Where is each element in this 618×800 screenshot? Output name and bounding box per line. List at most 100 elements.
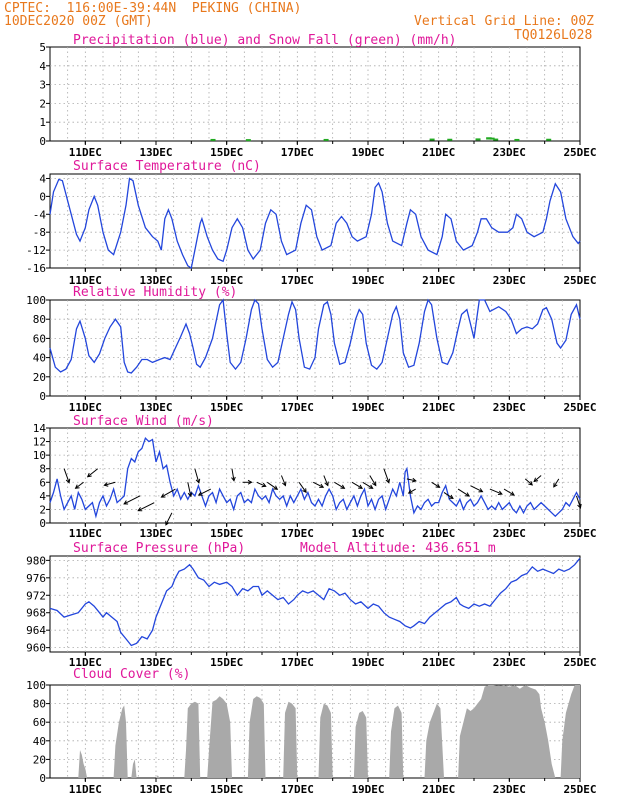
wind-arrow: [524, 478, 533, 486]
wind-arrow: [503, 488, 515, 496]
wind-arrow: [489, 488, 503, 495]
x-tick-label: 19DEC: [351, 274, 384, 287]
y-tick-label: 60: [33, 716, 46, 729]
x-tick-label: 25DEC: [563, 401, 596, 414]
x-tick-label: 21DEC: [422, 146, 455, 159]
wind-arrow-head: [195, 478, 201, 484]
y-tick-label: 12: [33, 436, 46, 449]
wind-arrow-head: [358, 484, 363, 489]
x-tick-label: 23DEC: [493, 274, 526, 287]
snowfall-bar: [323, 138, 329, 141]
wind-arrow: [161, 488, 176, 498]
y-tick-label: 5: [39, 41, 46, 54]
wind-arrow-head: [65, 478, 71, 484]
wind-arrow: [138, 502, 155, 512]
wind-arrow-head: [407, 489, 413, 494]
y-tick-label: 0: [39, 190, 46, 203]
wind-arrow-head: [340, 484, 346, 489]
x-tick-label: 17DEC: [281, 401, 314, 414]
wind-arrow: [280, 475, 286, 486]
wind-arrow-head: [385, 478, 391, 484]
wind-arrow: [369, 475, 377, 486]
y-tick-label: 40: [33, 352, 46, 365]
y-tick-label: 0: [39, 517, 46, 530]
wind-arrow-head: [319, 483, 325, 488]
wind-arrow: [123, 495, 141, 505]
y-tick-label: 2: [39, 503, 46, 516]
wind-arrow-head: [435, 483, 441, 488]
wind-arrow: [165, 512, 173, 526]
x-tick-label: 11DEC: [69, 527, 102, 540]
x-tick-label: 17DEC: [281, 146, 314, 159]
y-tick-label: 100: [26, 294, 46, 307]
x-tick-label: 13DEC: [139, 274, 172, 287]
snowfall-bar: [210, 138, 216, 141]
x-tick-label: 19DEC: [351, 656, 384, 669]
snowfall-bar: [447, 138, 453, 141]
x-tick-label: 11DEC: [69, 783, 102, 796]
y-tick-label: 0: [39, 135, 46, 148]
wind-arrow: [187, 482, 192, 497]
x-tick-label: 17DEC: [281, 274, 314, 287]
wind-arrow: [194, 468, 200, 483]
wind-arrow-head: [282, 481, 287, 487]
x-tick-label: 13DEC: [139, 527, 172, 540]
wind-arrow: [256, 481, 266, 487]
x-tick-label: 15DEC: [210, 527, 243, 540]
snowfall-bar: [514, 138, 520, 141]
panel-title: Relative Humidity (%): [73, 285, 237, 300]
wind-arrow: [351, 481, 363, 489]
wind-arrow: [431, 481, 440, 488]
wind-arrow-head: [510, 491, 515, 496]
panel-title: Precipitation (blue) and Snow Fall (gree…: [73, 33, 457, 48]
snowfall-bar: [429, 138, 435, 141]
y-tick-label: -4: [33, 208, 47, 221]
y-tick-label: 964: [26, 624, 46, 637]
x-tick-label: 21DEC: [422, 527, 455, 540]
vertical-grid-note: Vertical Grid Line: 00Z: [414, 14, 595, 29]
wind-arrow-head: [372, 481, 377, 487]
y-tick-label: 3: [39, 79, 46, 92]
y-tick-label: -12: [26, 244, 46, 257]
x-tick-label: 25DEC: [563, 527, 596, 540]
x-tick-label: 11DEC: [69, 146, 102, 159]
x-tick-label: 19DEC: [351, 146, 384, 159]
y-tick-label: 40: [33, 735, 46, 748]
wind-arrow-head: [74, 484, 80, 489]
wind-arrow: [334, 481, 345, 489]
snowfall-bar: [546, 138, 552, 141]
wind-arrow: [470, 485, 483, 493]
series-line: [49, 437, 581, 519]
snowfall-bar: [493, 138, 499, 141]
wind-arrow: [533, 475, 542, 482]
panel-5: [46, 555, 581, 656]
y-tick-label: 960: [26, 642, 46, 655]
panel-3: [46, 298, 581, 400]
wind-arrow: [231, 468, 235, 481]
panel-title: Cloud Cover (%): [73, 667, 190, 682]
wind-arrow-head: [577, 503, 582, 509]
x-tick-label: 19DEC: [351, 783, 384, 796]
wind-arrow-head: [197, 491, 203, 496]
wind-arrow-head: [553, 482, 558, 488]
series-line: [49, 177, 581, 270]
wind-arrow-head: [103, 482, 109, 487]
wind-arrow-head: [160, 493, 166, 498]
wind-arrow-head: [123, 500, 129, 505]
x-tick-label: 21DEC: [422, 656, 455, 669]
x-tick-label: 15DEC: [210, 274, 243, 287]
x-tick-label: 15DEC: [210, 401, 243, 414]
panel-subtitle: Model Altitude: 436.651 m: [300, 541, 496, 556]
panel-6: [46, 684, 581, 782]
wind-arrow-head: [533, 477, 539, 483]
x-tick-label: 25DEC: [563, 274, 596, 287]
wind-arrow-head: [465, 492, 470, 497]
x-tick-label: 15DEC: [210, 783, 243, 796]
x-tick-label: 11DEC: [69, 656, 102, 669]
x-tick-label: 15DEC: [210, 656, 243, 669]
wind-arrow: [457, 488, 470, 497]
x-tick-label: 19DEC: [351, 527, 384, 540]
wind-arrow: [553, 478, 560, 488]
wind-arrow-head: [86, 472, 92, 478]
